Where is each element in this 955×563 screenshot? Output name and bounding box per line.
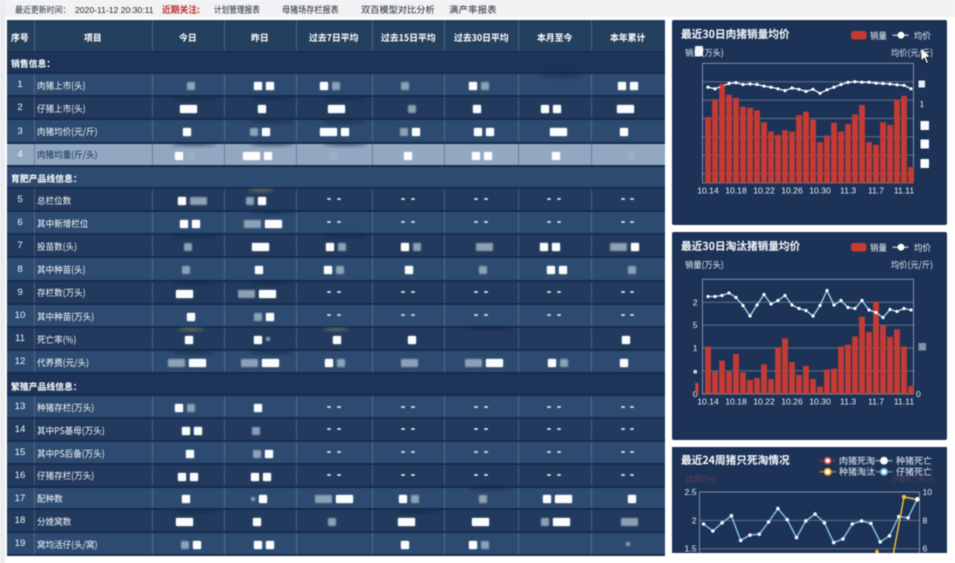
- svg-text:1: 1: [693, 343, 698, 353]
- svg-text:10.22: 10.22: [753, 396, 775, 406]
- svg-text:10.18: 10.18: [725, 186, 747, 196]
- svg-text:10.22: 10.22: [753, 186, 775, 196]
- svg-text:10.30: 10.30: [809, 396, 831, 406]
- svg-text:10: 10: [923, 487, 933, 497]
- svg-text:11.7: 11.7: [868, 186, 884, 196]
- svg-text:2: 2: [693, 297, 698, 307]
- svg-text:1: 1: [920, 99, 925, 109]
- svg-text:11.7: 11.7: [868, 396, 884, 406]
- svg-text:10.14: 10.14: [697, 396, 719, 406]
- svg-text:10.26: 10.26: [781, 186, 803, 196]
- svg-text:11.11: 11.11: [894, 186, 914, 196]
- svg-text:0: 0: [693, 389, 698, 399]
- svg-text:5: 5: [693, 320, 698, 330]
- svg-text:11.3: 11.3: [840, 186, 856, 196]
- svg-text:1.5: 1.5: [685, 544, 697, 553]
- svg-text:10.18: 10.18: [725, 396, 747, 406]
- svg-text:8: 8: [923, 515, 928, 525]
- svg-text:11.11: 11.11: [894, 396, 914, 406]
- svg-text:6: 6: [923, 544, 928, 553]
- svg-text:2: 2: [692, 515, 697, 525]
- svg-text:10.14: 10.14: [697, 186, 719, 196]
- svg-text:10.26: 10.26: [781, 396, 803, 406]
- svg-text:0: 0: [916, 389, 921, 399]
- svg-text:11.3: 11.3: [840, 396, 856, 406]
- svg-text:2.5: 2.5: [685, 487, 697, 497]
- svg-text:10.30: 10.30: [809, 186, 831, 196]
